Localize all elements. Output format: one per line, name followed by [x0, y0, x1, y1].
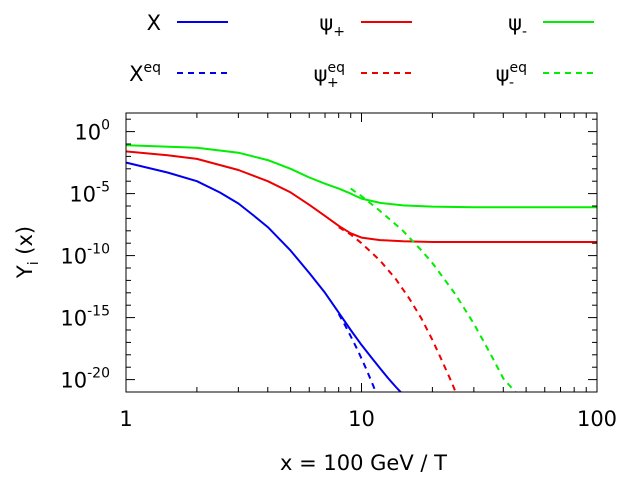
y-tick-label: 10-20 — [60, 366, 110, 393]
series-line-psi_minus — [126, 144, 597, 209]
series-line-psi_plus — [126, 150, 597, 243]
y-tick-label: 10-15 — [60, 304, 110, 331]
y-tick-label: 100 — [74, 118, 110, 145]
x-tick-label: 100 — [577, 407, 617, 431]
legend-label-X: X — [147, 11, 161, 35]
series-line-psi_minus_eq — [350, 187, 517, 392]
x-axis-label: x = 100 GeV / T — [280, 451, 447, 475]
series-line-X — [126, 161, 403, 392]
x-tick-label: 1 — [119, 407, 132, 431]
y-tick-label: 10-10 — [60, 242, 110, 269]
x-tick-label: 10 — [348, 407, 375, 431]
legend-label-psi_plus: ψ+ — [319, 11, 345, 40]
legend-label-psi_minus_eq: ψeq - — [496, 60, 527, 91]
y-axis-label: Yi (x) — [13, 226, 42, 279]
legend-label-Xeq: Xeq — [129, 60, 161, 86]
series-line-psi_plus_eq — [338, 226, 457, 392]
y-tick-label: 10-5 — [69, 180, 110, 207]
series-line-Xeq — [337, 313, 377, 392]
axes: 1 10 100 100 10-5 10-10 10-15 10-20 x = 100 GeV … — [13, 112, 617, 475]
legend-label-psi_minus: ψ- — [508, 11, 527, 40]
plot-frame — [125, 112, 598, 393]
plot-area — [126, 144, 597, 392]
legend-label-psi_plus_eq: ψeq + — [314, 60, 345, 91]
